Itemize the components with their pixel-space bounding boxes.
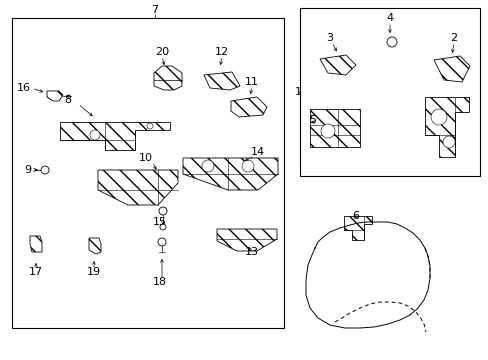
Text: 4: 4 (386, 13, 393, 23)
Polygon shape (47, 91, 63, 101)
Polygon shape (183, 158, 278, 190)
Polygon shape (154, 66, 182, 90)
Text: 12: 12 (215, 47, 228, 57)
Polygon shape (30, 236, 42, 252)
Bar (12, 18, 284, 328)
Bar (299, 8, 479, 176)
Text: 15: 15 (153, 217, 167, 227)
Text: 13: 13 (244, 247, 259, 257)
Circle shape (386, 37, 396, 47)
Text: 2: 2 (449, 33, 457, 43)
Circle shape (442, 136, 454, 148)
Text: 16: 16 (17, 83, 31, 93)
Text: 10: 10 (139, 153, 153, 163)
Text: 6: 6 (352, 211, 359, 221)
Circle shape (320, 124, 334, 138)
Polygon shape (319, 55, 355, 75)
Text: 5: 5 (309, 115, 316, 125)
Text: 7: 7 (151, 5, 158, 15)
Text: 19: 19 (87, 267, 101, 277)
Polygon shape (230, 97, 266, 117)
Text: 9: 9 (24, 165, 32, 175)
Text: 11: 11 (244, 77, 259, 87)
Circle shape (147, 123, 153, 129)
Polygon shape (98, 170, 178, 205)
Text: 20: 20 (155, 47, 169, 57)
Circle shape (158, 238, 165, 246)
Polygon shape (203, 72, 240, 90)
Polygon shape (309, 109, 359, 147)
Text: 14: 14 (250, 147, 264, 157)
Text: 3: 3 (326, 33, 333, 43)
Polygon shape (433, 56, 469, 82)
Polygon shape (343, 216, 371, 240)
Polygon shape (60, 122, 170, 150)
Circle shape (159, 207, 167, 215)
Polygon shape (89, 238, 101, 254)
Circle shape (202, 160, 214, 172)
Text: 17: 17 (29, 267, 43, 277)
Polygon shape (424, 97, 468, 157)
Circle shape (160, 224, 165, 230)
Circle shape (242, 160, 253, 172)
Circle shape (41, 166, 49, 174)
Text: 8: 8 (64, 95, 71, 105)
Circle shape (90, 130, 100, 140)
Circle shape (430, 109, 446, 125)
Polygon shape (217, 229, 276, 251)
Text: 1: 1 (294, 87, 301, 97)
Text: 18: 18 (153, 277, 167, 287)
